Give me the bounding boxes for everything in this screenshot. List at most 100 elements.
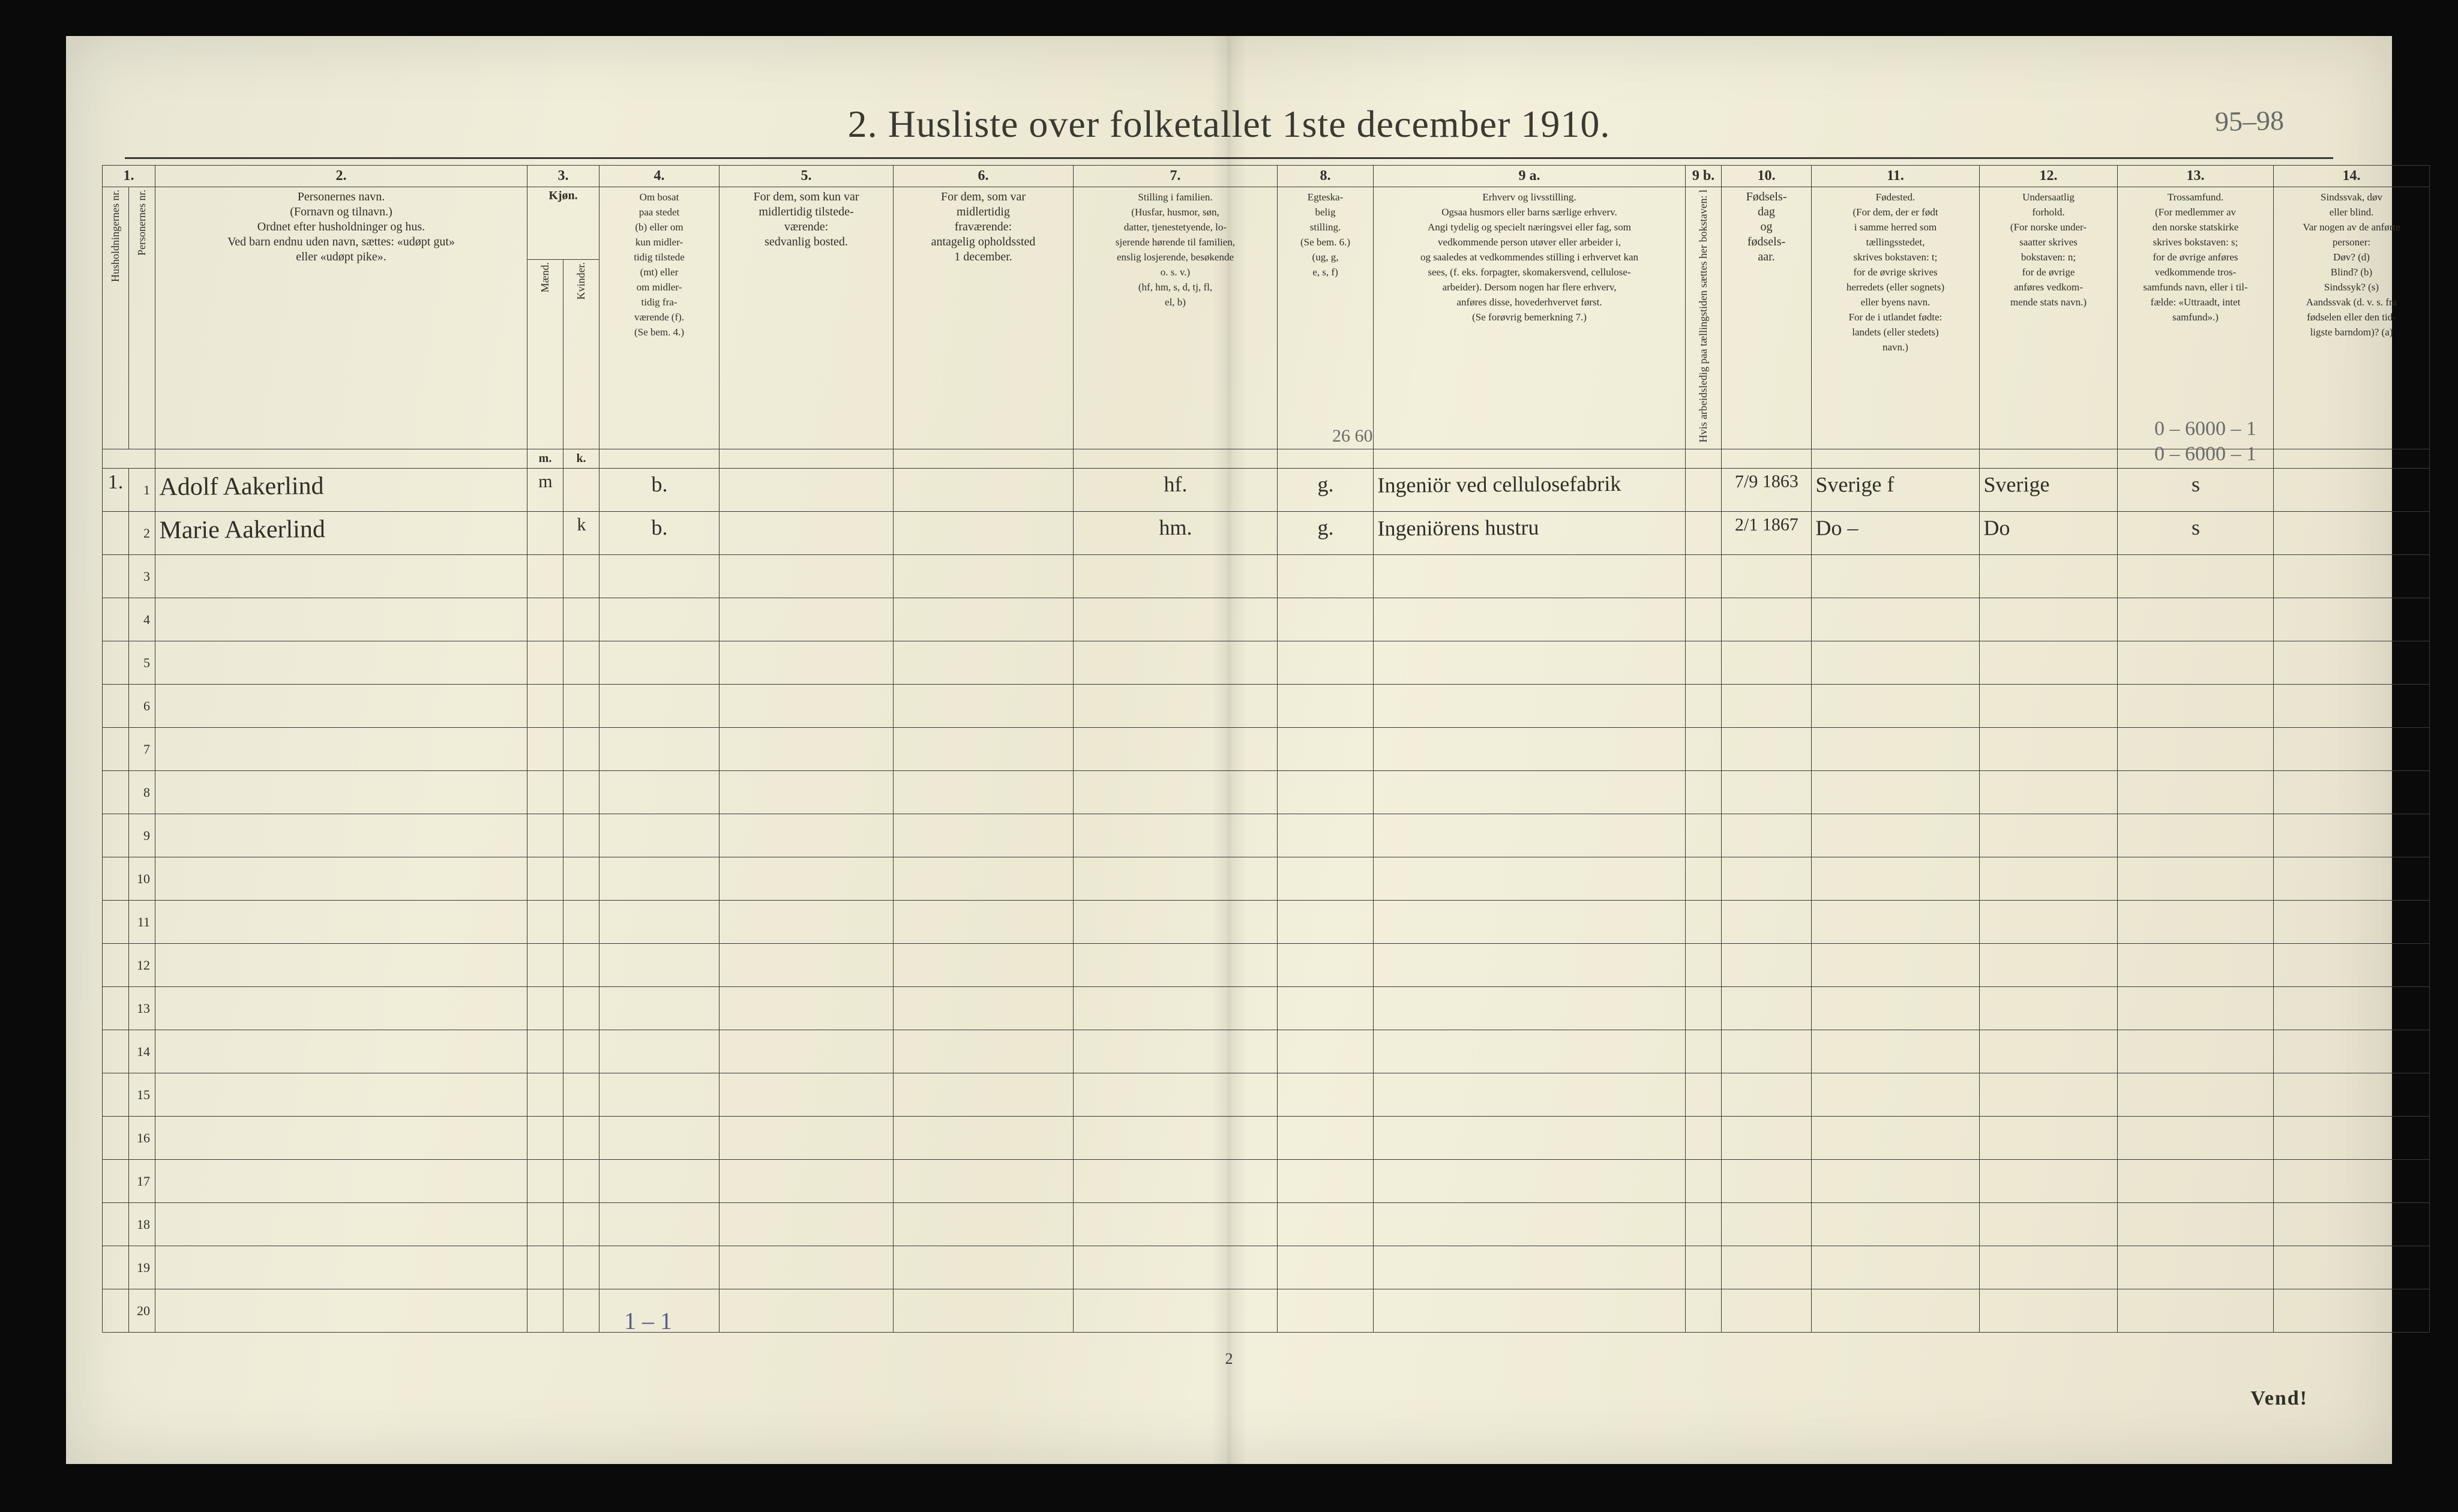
cell-empty: [1812, 944, 1980, 987]
cell-empty: [2118, 1073, 2274, 1117]
head-sex-m-code: m.: [527, 449, 563, 469]
cell-empty: [1374, 1030, 1686, 1073]
table-row: 2Marie Aakerlindkb.hm.g.Ingeniörens hust…: [103, 512, 2430, 555]
cell-empty: [1074, 1246, 1278, 1289]
cell-empty: [599, 1160, 720, 1203]
cell-empty: [894, 987, 1074, 1030]
cell-empty: [1722, 1203, 1812, 1246]
cell-person-nr: 14: [129, 1030, 155, 1073]
cell-empty: [1278, 1203, 1374, 1246]
cell-empty: [720, 814, 894, 857]
cell-empty: [1686, 641, 1722, 685]
colnum-1: 1.: [103, 166, 155, 187]
colnum-2: 2.: [155, 166, 527, 187]
cell-person-nr: 4: [129, 598, 155, 641]
cell-empty: [1980, 555, 2118, 598]
cell-marital: g.: [1277, 511, 1373, 555]
head-sex-female: Kvinder.: [563, 259, 599, 449]
cell-household-nr: [103, 555, 129, 598]
cell-empty: [155, 857, 527, 901]
cell-empty: [720, 771, 894, 814]
cell-empty: [1812, 814, 1980, 857]
cell-empty: [2118, 1246, 2274, 1289]
cell-household-nr: [103, 1246, 129, 1289]
head-unemployed: Hvis arbeidsledig paa tællingstiden sætt…: [1686, 187, 1722, 449]
cell-disability: [2273, 511, 2429, 556]
cell-empty: [720, 1030, 894, 1073]
cell-empty: [894, 685, 1074, 728]
cell-empty: [2274, 1030, 2430, 1073]
cell-empty: [1686, 1246, 1722, 1289]
cell-empty: [155, 685, 527, 728]
cell-empty: [1074, 641, 1278, 685]
cell-empty: [1812, 1117, 1980, 1160]
cell-name: Marie Aakerlind: [155, 511, 527, 556]
cell-empty: [1686, 944, 1722, 987]
cell-empty: [2274, 814, 2430, 857]
cell-empty: [155, 1246, 527, 1289]
cell-empty: [155, 1117, 527, 1160]
cell-empty: [1980, 814, 2118, 857]
cell-empty: [563, 685, 599, 728]
cell-empty: [1278, 1030, 1374, 1073]
cell-empty: [563, 944, 599, 987]
cell-empty: [563, 641, 599, 685]
cell-household-nr: [103, 685, 129, 728]
cell-empty: [155, 1030, 527, 1073]
pencil-code-col14-a: 0 – 6000 – 1: [2154, 418, 2256, 440]
cell-empty: [155, 555, 527, 598]
cell-empty: [155, 641, 527, 685]
cell-empty: [563, 771, 599, 814]
head-birthdate: Fødsels- dag og fødsels- aar.: [1722, 187, 1812, 449]
cell-empty: [563, 728, 599, 771]
cell-empty: [527, 944, 563, 987]
cell-person-nr: 5: [129, 641, 155, 685]
cell-empty: [1686, 1030, 1722, 1073]
table-row: 17: [103, 1160, 2430, 1203]
cell-person-nr: 20: [129, 1289, 155, 1333]
cell-empty: [2118, 1203, 2274, 1246]
cell-empty: [894, 555, 1074, 598]
cell-empty: [1686, 1073, 1722, 1117]
cell-empty: [2118, 598, 2274, 641]
cell-empty: [894, 641, 1074, 685]
cell-empty: [1686, 685, 1722, 728]
title-rule: [125, 157, 2333, 159]
cell-empty: [720, 987, 894, 1030]
colnum-9a: 9 a.: [1374, 166, 1686, 187]
cell-empty: [1374, 987, 1686, 1030]
cell-empty: [894, 598, 1074, 641]
cell-empty: [527, 1203, 563, 1246]
cell-person-nr: 8: [129, 771, 155, 814]
cell-empty: [1074, 814, 1278, 857]
cell-household-nr: [103, 1160, 129, 1203]
colnum-9b: 9 b.: [1686, 166, 1722, 187]
cell-empty: [2118, 1030, 2274, 1073]
cell-person-nr: 6: [129, 685, 155, 728]
cell-empty: [2274, 598, 2430, 641]
table-row: 18: [103, 1203, 2430, 1246]
head-name: Personernes navn. (Fornavn og tilnavn.) …: [155, 187, 527, 449]
footer-vend: Vend!: [2250, 1387, 2308, 1410]
cell-empty: [599, 1073, 720, 1117]
cell-empty: [2118, 901, 2274, 944]
table-row: 8: [103, 771, 2430, 814]
cell-empty: [563, 1030, 599, 1073]
cell-empty: [1374, 857, 1686, 901]
cell-empty: [1074, 987, 1278, 1030]
cell-empty: [1980, 685, 2118, 728]
cell-disability: [2273, 468, 2429, 512]
cell-household-nr: 1.: [103, 469, 129, 512]
cell-empty: [1074, 685, 1278, 728]
cell-empty: [155, 1289, 527, 1333]
cell-empty: [1980, 1289, 2118, 1333]
cell-person-nr: 10: [129, 857, 155, 901]
cell-empty: [527, 728, 563, 771]
colnum-5: 5.: [720, 166, 894, 187]
cell-bosat: b.: [599, 511, 719, 555]
cell-empty: [2274, 555, 2430, 598]
table-row: 4: [103, 598, 2430, 641]
cell-empty: [894, 771, 1074, 814]
cell-empty: [1374, 728, 1686, 771]
cell-empty: [720, 857, 894, 901]
